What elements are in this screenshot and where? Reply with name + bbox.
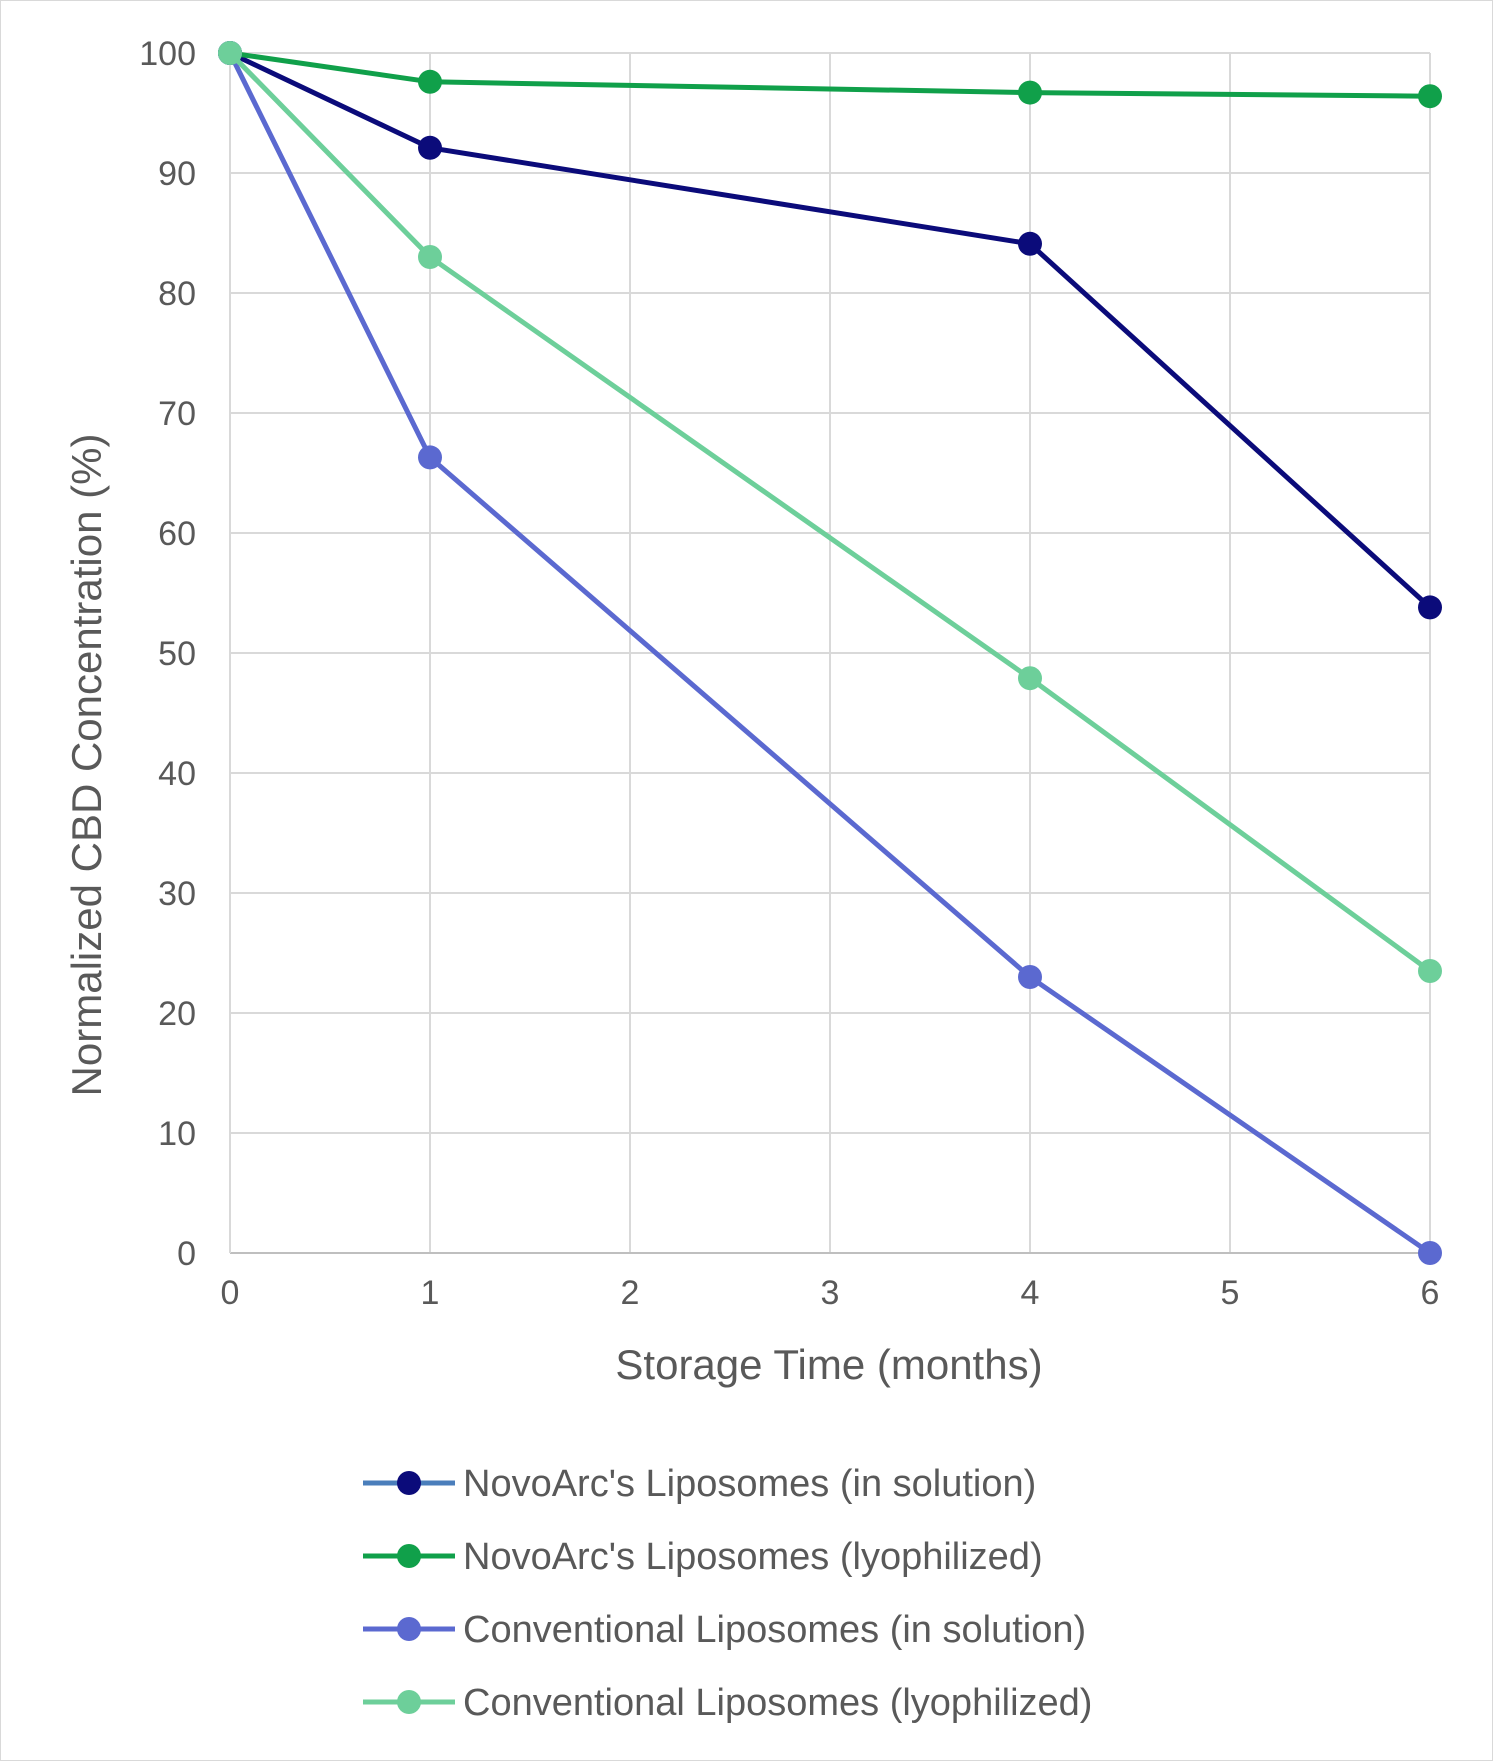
- y-axis-title: Normalized CBD Concentration (%): [63, 434, 110, 1097]
- x-tick-label: 5: [1221, 1274, 1240, 1312]
- grid-layer: [230, 52, 1431, 1253]
- y-tick-label: 10: [158, 1115, 196, 1153]
- y-tick-label: 80: [158, 275, 196, 313]
- legend-item: NovoArc's Liposomes (lyophilized): [363, 1536, 1043, 1578]
- legend-label: NovoArc's Liposomes (in solution): [463, 1463, 1036, 1505]
- y-tick-label: 20: [158, 995, 196, 1033]
- axis-layer: [229, 53, 1430, 1254]
- y-tick-label: 30: [158, 875, 196, 913]
- data-point: [1018, 80, 1042, 105]
- data-point: [1418, 959, 1442, 983]
- x-tick-label: 2: [621, 1274, 640, 1312]
- y-tick-label: 100: [139, 35, 196, 73]
- legend-item: NovoArc's Liposomes (in solution): [363, 1463, 1036, 1505]
- legend-marker: [397, 1690, 421, 1714]
- data-point: [1018, 666, 1042, 691]
- x-tick-label: 3: [821, 1274, 840, 1312]
- series-line: [227, 50, 1433, 1256]
- x-tick-label: 1: [421, 1274, 440, 1312]
- legend-label: Conventional Liposomes (lyophilized): [463, 1682, 1092, 1724]
- y-tick-label: 50: [158, 635, 196, 673]
- data-point: [1418, 595, 1442, 620]
- series-line: [227, 50, 1433, 974]
- legend-marker: [397, 1544, 421, 1568]
- data-point: [418, 69, 442, 94]
- x-axis-title: Storage Time (months): [615, 1341, 1042, 1388]
- x-tick-label: 0: [221, 1274, 240, 1312]
- y-tick-label: 0: [177, 1235, 196, 1273]
- series-line: [227, 50, 1433, 99]
- legend-marker: [397, 1617, 421, 1641]
- legend-item: Conventional Liposomes (in solution): [363, 1609, 1086, 1651]
- tick-layer: 0 10 20 30 40 50 60 70 80 90 100 0 1 2 3 4 5 6: [139, 35, 1439, 1312]
- data-point: [1418, 1241, 1442, 1265]
- series-layer: [218, 41, 1442, 1265]
- y-tick-label: 40: [158, 755, 196, 793]
- data-point: [418, 245, 442, 269]
- legend: NovoArc's Liposomes (in solution) NovoArc…: [363, 1463, 1092, 1724]
- series-line: [227, 50, 1433, 610]
- legend-label: Conventional Liposomes (in solution): [463, 1609, 1086, 1651]
- legend-marker: [397, 1471, 421, 1495]
- y-tick-label: 70: [158, 395, 196, 433]
- data-point: [418, 135, 442, 160]
- y-tick-label: 60: [158, 515, 196, 553]
- data-point: [1018, 965, 1042, 989]
- legend-label: NovoArc's Liposomes (lyophilized): [463, 1536, 1043, 1578]
- data-point: [218, 41, 242, 65]
- legend-item: Conventional Liposomes (lyophilized): [363, 1682, 1092, 1724]
- x-tick-label: 6: [1421, 1274, 1440, 1312]
- data-point: [1418, 84, 1442, 109]
- x-tick-label: 4: [1021, 1274, 1040, 1312]
- y-tick-label: 90: [158, 155, 196, 193]
- data-point: [418, 445, 442, 470]
- data-point: [1018, 231, 1042, 256]
